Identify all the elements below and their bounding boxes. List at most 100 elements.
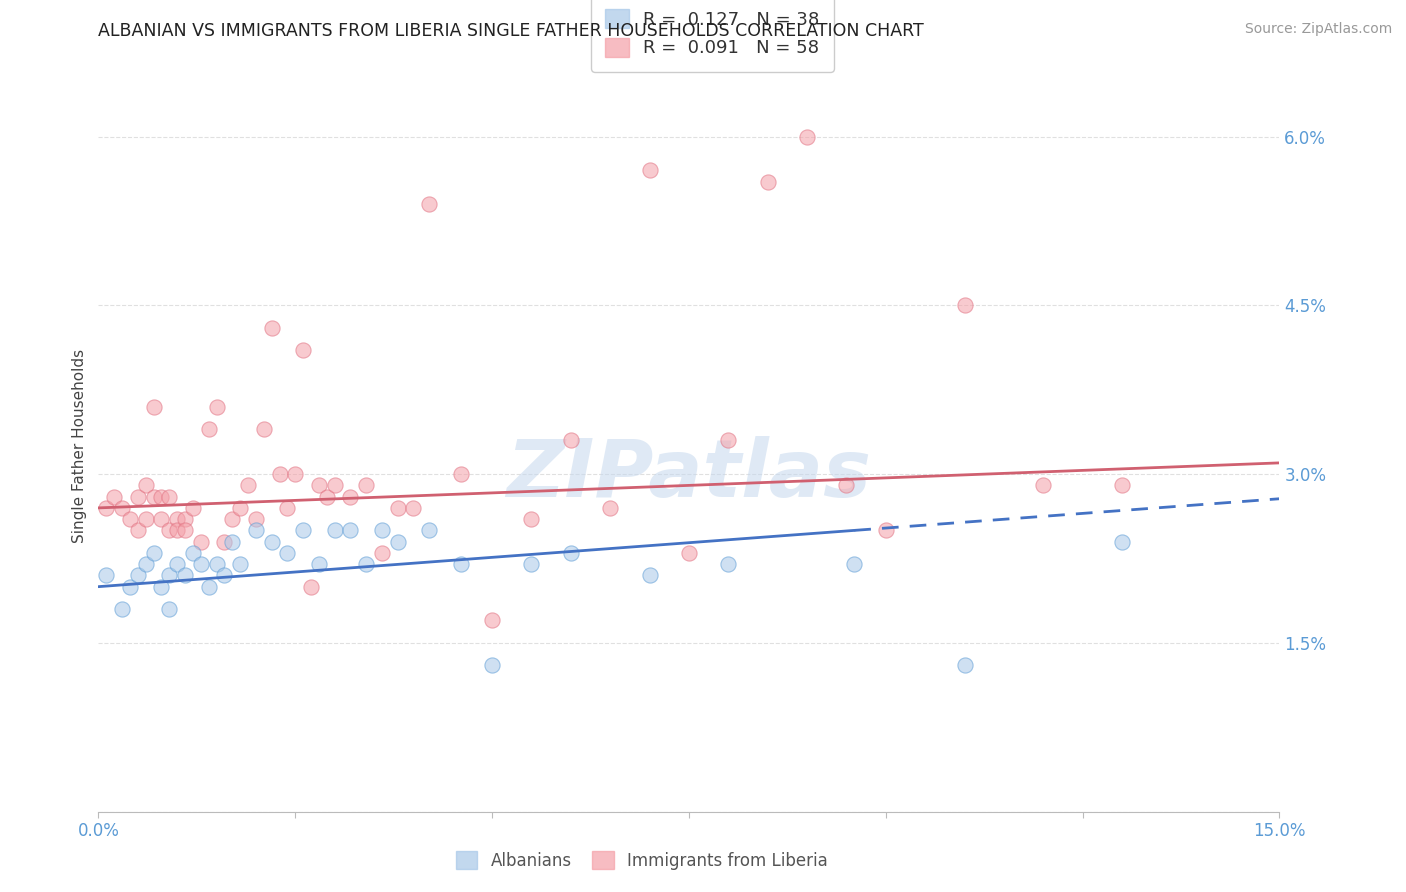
Point xyxy=(118,512,141,526)
Point xyxy=(96,500,118,515)
Point xyxy=(418,524,440,538)
Point xyxy=(269,467,291,482)
Point xyxy=(260,321,283,335)
Point xyxy=(875,524,897,538)
Point xyxy=(260,534,283,549)
Point xyxy=(354,557,377,571)
Point xyxy=(717,557,740,571)
Point xyxy=(150,580,173,594)
Point xyxy=(756,175,779,189)
Point xyxy=(142,490,165,504)
Point xyxy=(127,490,149,504)
Point xyxy=(174,512,197,526)
Point xyxy=(835,478,858,492)
Point xyxy=(678,546,700,560)
Point xyxy=(214,534,236,549)
Point xyxy=(190,557,212,571)
Point xyxy=(323,524,346,538)
Point xyxy=(299,580,322,594)
Point xyxy=(111,500,134,515)
Point xyxy=(197,422,219,436)
Point xyxy=(339,490,361,504)
Point xyxy=(371,546,394,560)
Point xyxy=(245,512,267,526)
Text: Source: ZipAtlas.com: Source: ZipAtlas.com xyxy=(1244,22,1392,37)
Point xyxy=(284,467,307,482)
Point xyxy=(354,478,377,492)
Point xyxy=(135,478,157,492)
Point xyxy=(221,512,243,526)
Point xyxy=(418,197,440,211)
Point xyxy=(214,568,236,582)
Point xyxy=(796,129,818,144)
Point xyxy=(157,602,180,616)
Point xyxy=(221,534,243,549)
Point xyxy=(402,500,425,515)
Point xyxy=(450,557,472,571)
Point xyxy=(166,512,188,526)
Point xyxy=(150,512,173,526)
Point xyxy=(135,512,157,526)
Point xyxy=(323,478,346,492)
Text: ZIPatlas: ZIPatlas xyxy=(506,436,872,515)
Point xyxy=(387,534,409,549)
Point xyxy=(481,614,503,628)
Point xyxy=(190,534,212,549)
Point xyxy=(560,546,582,560)
Point xyxy=(127,524,149,538)
Point xyxy=(127,568,149,582)
Point xyxy=(157,490,180,504)
Point xyxy=(118,580,141,594)
Point xyxy=(1032,478,1054,492)
Point xyxy=(236,478,259,492)
Point xyxy=(481,658,503,673)
Point xyxy=(150,490,173,504)
Point xyxy=(245,524,267,538)
Point xyxy=(229,500,252,515)
Point xyxy=(308,478,330,492)
Point xyxy=(387,500,409,515)
Point xyxy=(181,546,204,560)
Point xyxy=(103,490,125,504)
Point xyxy=(308,557,330,571)
Point xyxy=(1111,478,1133,492)
Point xyxy=(135,557,157,571)
Point xyxy=(276,546,298,560)
Point xyxy=(142,400,165,414)
Point xyxy=(174,524,197,538)
Point xyxy=(638,163,661,178)
Point xyxy=(229,557,252,571)
Point xyxy=(292,524,315,538)
Point xyxy=(96,568,118,582)
Point xyxy=(953,658,976,673)
Point xyxy=(638,568,661,582)
Text: ALBANIAN VS IMMIGRANTS FROM LIBERIA SINGLE FATHER HOUSEHOLDS CORRELATION CHART: ALBANIAN VS IMMIGRANTS FROM LIBERIA SING… xyxy=(98,22,924,40)
Point xyxy=(197,580,219,594)
Legend: Albanians, Immigrants from Liberia: Albanians, Immigrants from Liberia xyxy=(449,845,834,877)
Point xyxy=(560,434,582,448)
Point xyxy=(253,422,276,436)
Point xyxy=(292,343,315,358)
Point xyxy=(157,524,180,538)
Point xyxy=(599,500,621,515)
Point xyxy=(276,500,298,515)
Point xyxy=(520,512,543,526)
Point xyxy=(371,524,394,538)
Point xyxy=(1111,534,1133,549)
Point xyxy=(315,490,337,504)
Point xyxy=(111,602,134,616)
Point xyxy=(181,500,204,515)
Point xyxy=(339,524,361,538)
Point xyxy=(205,400,228,414)
Point xyxy=(166,557,188,571)
Point xyxy=(142,546,165,560)
Point xyxy=(520,557,543,571)
Point xyxy=(717,434,740,448)
Point xyxy=(844,557,866,571)
Point xyxy=(205,557,228,571)
Point xyxy=(157,568,180,582)
Point xyxy=(953,298,976,312)
Point xyxy=(174,568,197,582)
Point xyxy=(450,467,472,482)
Y-axis label: Single Father Households: Single Father Households xyxy=(72,349,87,543)
